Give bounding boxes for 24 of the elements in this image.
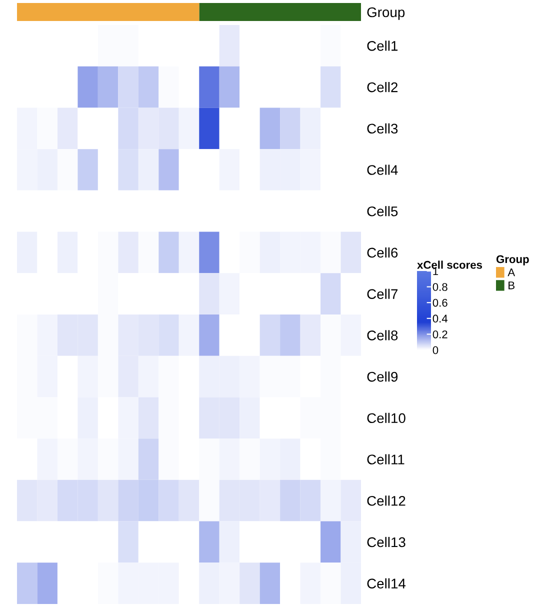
y-tick-label: Cell14 [367,578,406,588]
y-tick-label: Group [367,7,405,20]
y-tick-label: Cell10 [367,412,406,424]
color-bar-label: 0.6 [432,298,448,307]
y-tick-label: Cell6 [367,247,398,258]
y-tick-label: Cell9 [367,372,398,382]
y-tick-label: Cell7 [367,288,398,299]
y-tick-label: Cell3 [367,123,398,134]
y-tick-label: Cell1 [367,40,398,51]
y-tick-label: Cell11 [367,454,404,464]
color-bar-label: 0.8 [432,283,448,291]
y-tick-label: Cell13 [367,536,406,548]
y-tick-label: Cell12 [367,496,406,506]
y-tick-label: Cell2 [367,82,398,92]
color-bar-label: 0 [432,346,438,354]
legend-label: A [508,268,516,276]
legend-label: B [508,282,514,290]
y-tick-label: Cell4 [367,164,398,175]
y-tick-label: Cell5 [367,206,398,216]
color-bar-title: xCell scores [417,260,482,269]
legend-title: Group [496,255,529,266]
color-bar-label: 0.4 [432,314,448,323]
color-bar-label: 0.2 [432,330,448,338]
y-tick-label: Cell8 [367,330,398,340]
